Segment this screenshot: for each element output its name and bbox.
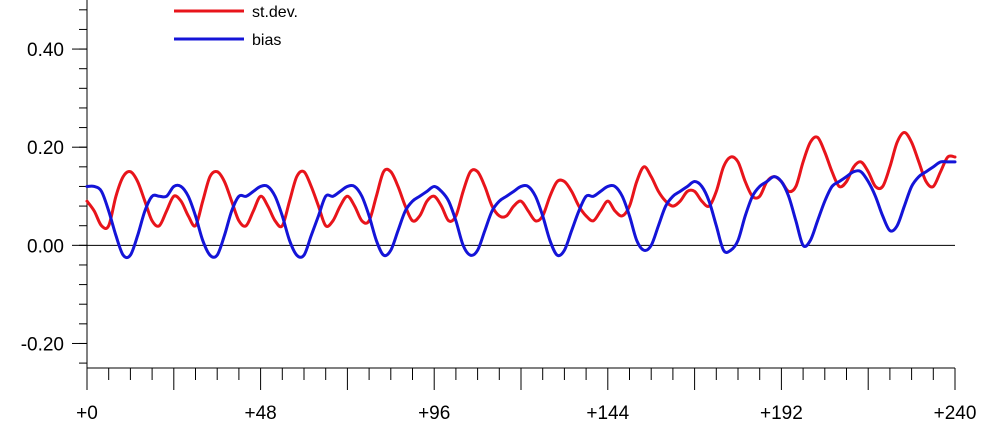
x-tick-label: +0 <box>76 403 98 423</box>
y-axis: -0.20 0.00 0.20 0.40 <box>21 0 88 368</box>
x-tick-label: +144 <box>586 403 629 423</box>
legend-label: bias <box>252 32 281 49</box>
y-tick-label: 0.40 <box>27 40 64 61</box>
x-tick-label: +240 <box>934 403 977 423</box>
x-tick-label: +48 <box>244 403 276 423</box>
x-axis: +0 +48 +96 +144 +192 +240 <box>76 367 977 423</box>
legend: st.dev. bias <box>174 4 298 49</box>
y-tick-label: 0.20 <box>27 138 64 159</box>
series-line-bias <box>85 160 957 260</box>
legend-label: st.dev. <box>252 4 298 21</box>
x-tick-label: +96 <box>418 403 450 423</box>
y-tick-label: -0.20 <box>21 334 64 355</box>
y-tick-label: 0.00 <box>27 236 64 257</box>
x-tick-label: +192 <box>760 403 803 423</box>
series-line-stdev <box>85 130 957 231</box>
series-lines <box>85 130 957 260</box>
